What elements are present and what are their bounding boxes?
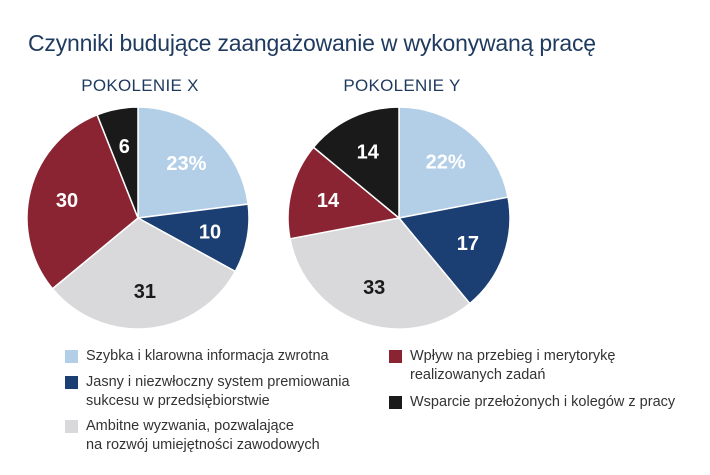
legend-item-bonus-system: Jasny i niezwłoczny system premiowania s…: [65, 373, 365, 411]
legend-item-support: Wsparcie przełożonych i kolegów z pracy: [389, 393, 689, 412]
pie-y: 22% 17 33 14 14: [287, 106, 511, 330]
slice-label: 31: [134, 281, 156, 303]
slice-support: [96, 106, 139, 219]
pie-x: 23% 10 31 30 6: [26, 106, 250, 330]
slice-label: 6: [119, 136, 130, 158]
legend-label: Jasny i niezwłoczny system premiowania s…: [86, 374, 350, 409]
slice-feedback: [137, 106, 249, 219]
chart-title: Czynniki budujące zaangażowanie w wykony…: [28, 30, 596, 56]
pie-title-x: POKOLENIE X: [81, 76, 199, 95]
legend-label: Wsparcie przełożonych i kolegów z pracy: [410, 394, 676, 410]
legend-swatch: [389, 350, 402, 363]
slice-label: 17: [457, 233, 479, 255]
slice-influence: [287, 146, 401, 240]
legend-label: Ambitne wyzwania, pozwalające na rozwój …: [86, 418, 320, 453]
legend-item-influence: Wpływ na przebieg i merytorykę realizowa…: [389, 347, 689, 385]
pie-title-y: POKOLENIE Y: [343, 76, 461, 95]
slice-label: 10: [199, 222, 221, 244]
legend-item-challenges: Ambitne wyzwania, pozwalające na rozwój …: [65, 417, 365, 455]
slice-support: [312, 106, 400, 220]
slice-feedback: [398, 106, 509, 219]
legend-label: Wpływ na przebieg i merytorykę realizowa…: [410, 348, 616, 383]
slice-label: 14: [357, 142, 380, 164]
slice-label: 30: [56, 190, 78, 212]
legend-swatch: [389, 396, 402, 409]
slice-influence: [26, 113, 139, 290]
legend-label: Szybka i klarowna informacja zwrotna: [86, 348, 329, 364]
legend-swatch: [65, 350, 78, 363]
slice-challenges: [51, 217, 237, 330]
legend-swatch: [65, 376, 78, 389]
legend-swatch: [65, 420, 78, 433]
slice-challenges: [289, 217, 471, 330]
slice-label: 23%: [166, 153, 206, 175]
legend-item-feedback: Szybka i klarowna informacja zwrotna: [65, 347, 365, 366]
slice-label: 33: [363, 277, 385, 299]
slice-bonus-system: [397, 196, 511, 305]
slice-label: 14: [317, 190, 340, 212]
slice-label: 22%: [426, 152, 466, 174]
